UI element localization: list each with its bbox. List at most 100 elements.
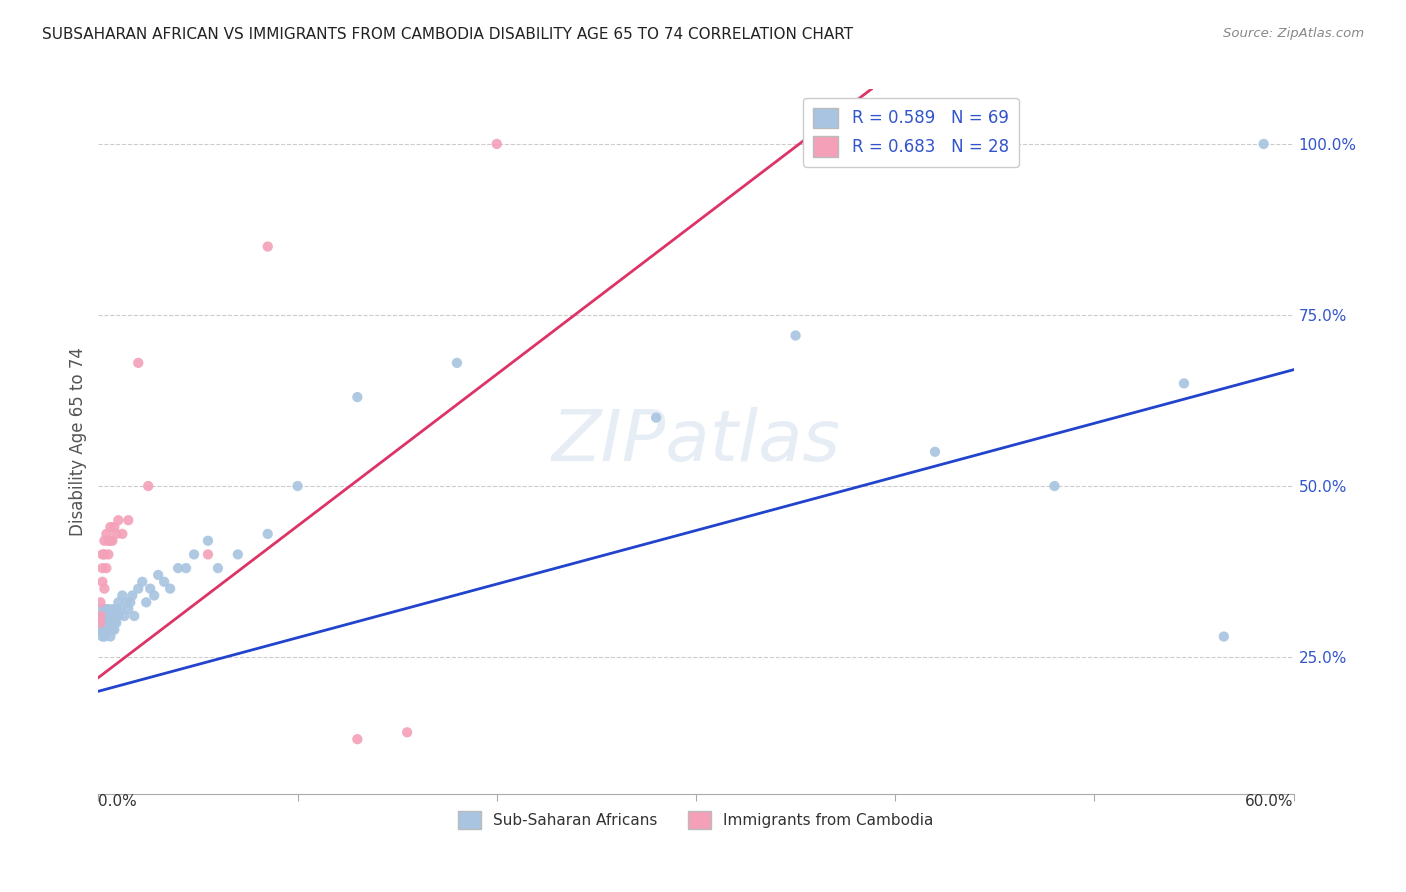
Point xyxy=(135,595,157,609)
Point xyxy=(111,589,134,603)
Point xyxy=(1043,479,1066,493)
Point xyxy=(91,561,114,575)
Point xyxy=(1173,376,1195,391)
Point xyxy=(98,609,122,624)
Point xyxy=(148,568,170,582)
Text: ZIPatlas: ZIPatlas xyxy=(551,407,841,476)
Point xyxy=(97,615,120,630)
Point xyxy=(139,582,162,596)
Text: 60.0%: 60.0% xyxy=(1246,794,1294,809)
Point xyxy=(103,520,125,534)
Point xyxy=(111,527,134,541)
Point xyxy=(256,527,278,541)
Point xyxy=(924,445,946,459)
Point xyxy=(97,623,120,637)
Point xyxy=(93,548,115,562)
Point xyxy=(112,609,135,624)
Point xyxy=(143,589,166,603)
Point xyxy=(121,589,143,603)
Point xyxy=(98,533,122,548)
Text: SUBSAHARAN AFRICAN VS IMMIGRANTS FROM CAMBODIA DISABILITY AGE 65 TO 74 CORRELATI: SUBSAHARAN AFRICAN VS IMMIGRANTS FROM CA… xyxy=(42,27,853,42)
Point xyxy=(101,602,124,616)
Point xyxy=(93,615,115,630)
Point xyxy=(96,623,118,637)
Point xyxy=(127,356,149,370)
Point xyxy=(396,725,419,739)
Point xyxy=(91,630,114,644)
Y-axis label: Disability Age 65 to 74: Disability Age 65 to 74 xyxy=(69,347,87,536)
Point xyxy=(105,527,128,541)
Point xyxy=(91,602,114,616)
Point xyxy=(101,623,124,637)
Point xyxy=(117,602,139,616)
Point xyxy=(107,595,129,609)
Point xyxy=(167,561,190,575)
Point xyxy=(89,615,111,630)
Point xyxy=(91,574,114,589)
Point xyxy=(98,520,122,534)
Point xyxy=(93,609,115,624)
Point xyxy=(159,582,181,596)
Point xyxy=(105,602,128,616)
Point xyxy=(197,533,219,548)
Text: Source: ZipAtlas.com: Source: ZipAtlas.com xyxy=(1223,27,1364,40)
Point xyxy=(103,615,125,630)
Point xyxy=(107,609,129,624)
Point xyxy=(103,623,125,637)
Point xyxy=(101,615,124,630)
Point xyxy=(1212,630,1234,644)
Point xyxy=(101,609,124,624)
Point xyxy=(105,615,128,630)
Point xyxy=(124,609,146,624)
Point xyxy=(346,732,368,747)
Point xyxy=(153,574,176,589)
Point xyxy=(96,609,118,624)
Point xyxy=(207,561,229,575)
Point xyxy=(785,328,807,343)
Point xyxy=(97,533,120,548)
Point xyxy=(96,609,118,624)
Point xyxy=(131,574,153,589)
Point xyxy=(110,602,132,616)
Point xyxy=(197,548,219,562)
Point xyxy=(91,548,114,562)
Point xyxy=(226,548,249,562)
Point xyxy=(101,533,124,548)
Point xyxy=(256,239,278,253)
Point xyxy=(96,527,118,541)
Point xyxy=(97,609,120,624)
Point xyxy=(98,615,122,630)
Point xyxy=(98,630,122,644)
Point xyxy=(120,595,142,609)
Point xyxy=(89,623,111,637)
Point xyxy=(96,615,118,630)
Point xyxy=(93,630,115,644)
Point xyxy=(91,609,114,624)
Point xyxy=(446,356,468,370)
Point xyxy=(89,615,111,630)
Point xyxy=(97,602,120,616)
Point xyxy=(103,609,125,624)
Point xyxy=(485,136,508,151)
Point xyxy=(287,479,309,493)
Point xyxy=(93,533,115,548)
Point xyxy=(93,582,115,596)
Point xyxy=(97,548,120,562)
Point xyxy=(91,615,114,630)
Point xyxy=(136,479,159,493)
Point xyxy=(89,609,111,624)
Point xyxy=(127,582,149,596)
Point xyxy=(115,595,138,609)
Point xyxy=(346,390,368,404)
Point xyxy=(93,623,115,637)
Point xyxy=(1253,136,1275,151)
Point xyxy=(96,561,118,575)
Point xyxy=(89,595,111,609)
Point xyxy=(89,609,111,624)
Point xyxy=(91,623,114,637)
Point xyxy=(107,513,129,527)
Point xyxy=(174,561,197,575)
Point xyxy=(117,513,139,527)
Legend: Sub-Saharan Africans, Immigrants from Cambodia: Sub-Saharan Africans, Immigrants from Ca… xyxy=(453,805,939,836)
Point xyxy=(93,602,115,616)
